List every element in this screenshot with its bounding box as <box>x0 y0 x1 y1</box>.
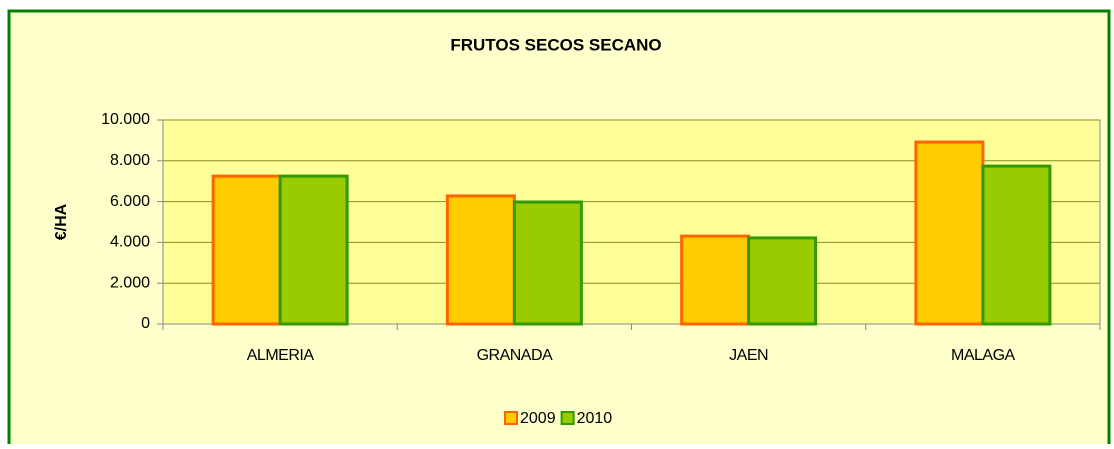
y-tick-label: 4.000 <box>110 234 150 251</box>
bar <box>278 174 349 326</box>
legend-label: 2009 <box>520 410 556 427</box>
legend-swatch <box>560 411 575 425</box>
bar <box>512 200 583 326</box>
x-tick-label: GRANADA <box>477 347 553 364</box>
y-tick-label: 2.000 <box>110 274 150 291</box>
y-tick-label: 8.000 <box>110 152 150 169</box>
bar <box>680 234 751 326</box>
x-tick-label: MALAGA <box>951 347 1016 364</box>
bar <box>747 236 818 326</box>
y-tick-label: 6.000 <box>110 193 150 210</box>
legend-label: 2010 <box>577 410 613 427</box>
legend-swatch <box>504 411 518 425</box>
bar <box>914 140 985 326</box>
bar <box>211 174 282 326</box>
y-axis-label: €/HA <box>53 203 70 240</box>
y-tick-label: 0 <box>141 315 150 332</box>
y-tick-label: 10.000 <box>101 111 150 128</box>
chart-title: FRUTOS SECOS SECANO <box>450 35 661 54</box>
x-tick-label: ALMERIA <box>247 347 315 364</box>
bar <box>445 194 516 326</box>
x-tick-label: JAEN <box>729 347 768 364</box>
bar <box>981 164 1052 326</box>
